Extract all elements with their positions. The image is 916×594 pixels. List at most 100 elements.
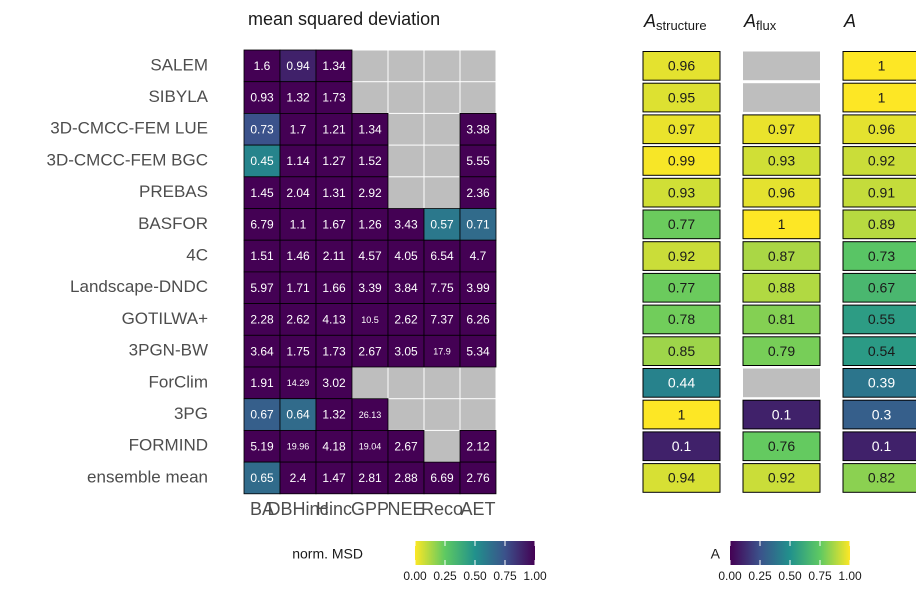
cell — [459, 208, 497, 241]
cell — [742, 304, 821, 335]
cell-label: 1.45 — [250, 186, 274, 200]
cell-label: 5.55 — [466, 154, 490, 168]
cell-label: 2.11 — [323, 249, 346, 263]
missing-cell — [388, 82, 424, 113]
cell-label: 0.93 — [250, 91, 274, 105]
cell-label: 3.02 — [322, 376, 346, 390]
row-label: SALEM — [150, 55, 208, 74]
cell-label: 0.78 — [668, 311, 695, 327]
cell-label: 0.57 — [430, 218, 454, 232]
cell — [315, 461, 353, 495]
missing-cell — [424, 367, 460, 399]
cell — [243, 334, 281, 368]
cell-label: 1 — [778, 216, 786, 232]
cell — [642, 209, 721, 240]
missing-cell — [460, 82, 496, 113]
cell — [842, 146, 916, 176]
title-sub: structure — [656, 18, 707, 33]
cell — [842, 51, 916, 81]
cell-label: 4.13 — [322, 313, 346, 327]
cell-label: 0.99 — [668, 153, 695, 169]
row-label: PREBAS — [139, 182, 208, 201]
cell — [279, 303, 317, 336]
cell — [842, 368, 916, 398]
cell-label: 0.96 — [668, 58, 695, 74]
cell-label: 2.76 — [466, 471, 490, 485]
missing-cell — [424, 113, 460, 145]
cell-label: 0.44 — [668, 375, 695, 391]
cell-label: 1.71 — [286, 281, 310, 295]
cell — [842, 304, 916, 335]
row-label: FORMIND — [129, 436, 208, 455]
cell — [742, 431, 821, 462]
missing-cell — [743, 51, 820, 81]
cell — [315, 366, 353, 400]
cell — [315, 429, 353, 463]
cell — [315, 113, 353, 146]
cell-label: 4.7 — [470, 249, 487, 263]
cell-label: 1.73 — [322, 91, 346, 105]
cell — [742, 241, 821, 271]
cell-label: 0.1 — [772, 406, 792, 422]
cell — [351, 429, 389, 463]
cell-label: 7.37 — [430, 313, 454, 327]
panel-title: Astructure — [643, 11, 707, 34]
cell — [742, 399, 821, 430]
cell-label: 1.34 — [322, 59, 346, 73]
missing-cell — [388, 145, 424, 177]
row-label: BASFOR — [138, 214, 208, 233]
colorbar-tick-label: 0.00 — [403, 569, 427, 583]
cell-label: 0.85 — [668, 343, 695, 359]
cell-label: 0.93 — [768, 153, 795, 169]
cell-label: 0.45 — [250, 154, 274, 168]
cell — [279, 461, 317, 495]
cell-label: 1.91 — [250, 376, 274, 390]
cell-label: 0.95 — [668, 89, 695, 105]
missing-cell — [388, 177, 424, 208]
cell — [642, 272, 721, 303]
cell — [642, 51, 721, 81]
missing-cell — [424, 145, 460, 177]
cell — [243, 366, 281, 400]
colorbar-tick-label: 0.00 — [718, 569, 742, 583]
column-label: Hinc — [316, 499, 352, 519]
cell — [459, 176, 497, 209]
cell-label: 0.64 — [286, 408, 310, 422]
cell-label: 0.82 — [868, 470, 895, 486]
row-label: ensemble mean — [87, 467, 208, 486]
cell — [315, 176, 353, 209]
missing-cell — [424, 50, 460, 82]
missing-cell — [352, 50, 388, 82]
cell-label: 4.57 — [358, 249, 382, 263]
title-main: A — [743, 11, 756, 31]
cell — [315, 49, 353, 83]
cell-label: 0.87 — [768, 248, 795, 264]
cell — [351, 398, 389, 431]
cell-label: 2.81 — [358, 471, 382, 485]
cell-label: 1.52 — [358, 154, 382, 168]
panel-title: Aflux — [743, 11, 777, 34]
cell — [842, 431, 916, 462]
cell-label: 0.76 — [768, 438, 795, 454]
colorbar-tick-label: 0.50 — [778, 569, 802, 583]
cell — [315, 271, 353, 304]
cell-label: 0.67 — [868, 279, 895, 295]
cell — [742, 272, 821, 303]
cell-label: 0.39 — [868, 375, 895, 391]
cell — [642, 146, 721, 176]
cell — [279, 144, 317, 178]
cell — [387, 303, 425, 336]
cell-label: 1.51 — [250, 249, 274, 263]
cell-label: 1.67 — [322, 218, 346, 232]
cell-label: 0.55 — [868, 311, 895, 327]
cell-label: 3.39 — [358, 281, 382, 295]
row-label: 3D-CMCC-FEM LUE — [50, 119, 208, 138]
cell-label: 1.73 — [322, 344, 346, 358]
cell — [279, 398, 317, 431]
cell-label: 19.04 — [359, 442, 382, 452]
colorbar-title: norm. MSD — [292, 546, 363, 562]
row-label: 4C — [186, 246, 208, 265]
cell — [315, 208, 353, 241]
row-label: 3D-CMCC-FEM BGC — [47, 150, 209, 169]
cell — [279, 271, 317, 304]
